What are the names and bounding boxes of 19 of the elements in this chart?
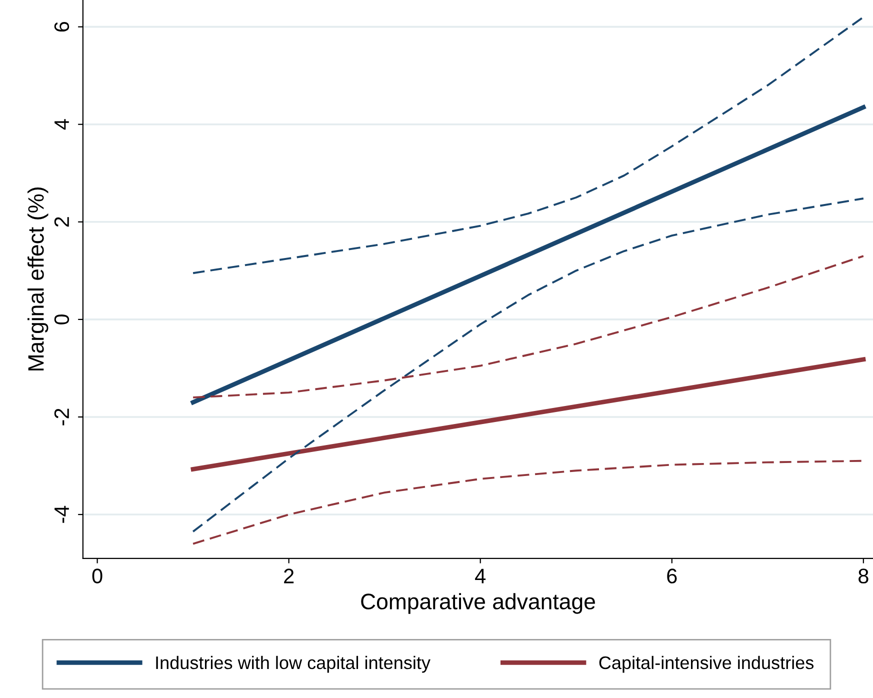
y-tick-label: 0 — [54, 314, 70, 324]
y-tick-label: -4 — [54, 506, 69, 523]
y-tick-label: 6 — [54, 22, 70, 32]
legend-label: Industries with low capital intensity — [156, 656, 430, 673]
line-series — [192, 255, 864, 398]
x-tick-label: 6 — [667, 568, 677, 584]
x-tick-label: 8 — [858, 568, 868, 584]
x-tick-label: 4 — [475, 568, 486, 584]
line-series — [192, 198, 864, 533]
x-tick-label: 2 — [284, 568, 294, 584]
y-tick-label: 4 — [54, 119, 69, 130]
line-series — [192, 16, 864, 274]
x-tick-label: 0 — [92, 568, 102, 584]
legend-label: Capital-intensive industries — [599, 656, 814, 673]
x-axis-title: Comparative advantage — [361, 593, 595, 614]
line-series — [192, 460, 864, 545]
y-tick-label: 2 — [54, 217, 69, 227]
y-tick-label: -2 — [54, 408, 69, 426]
y-axis-title: Marginal effect (%) — [28, 188, 48, 370]
